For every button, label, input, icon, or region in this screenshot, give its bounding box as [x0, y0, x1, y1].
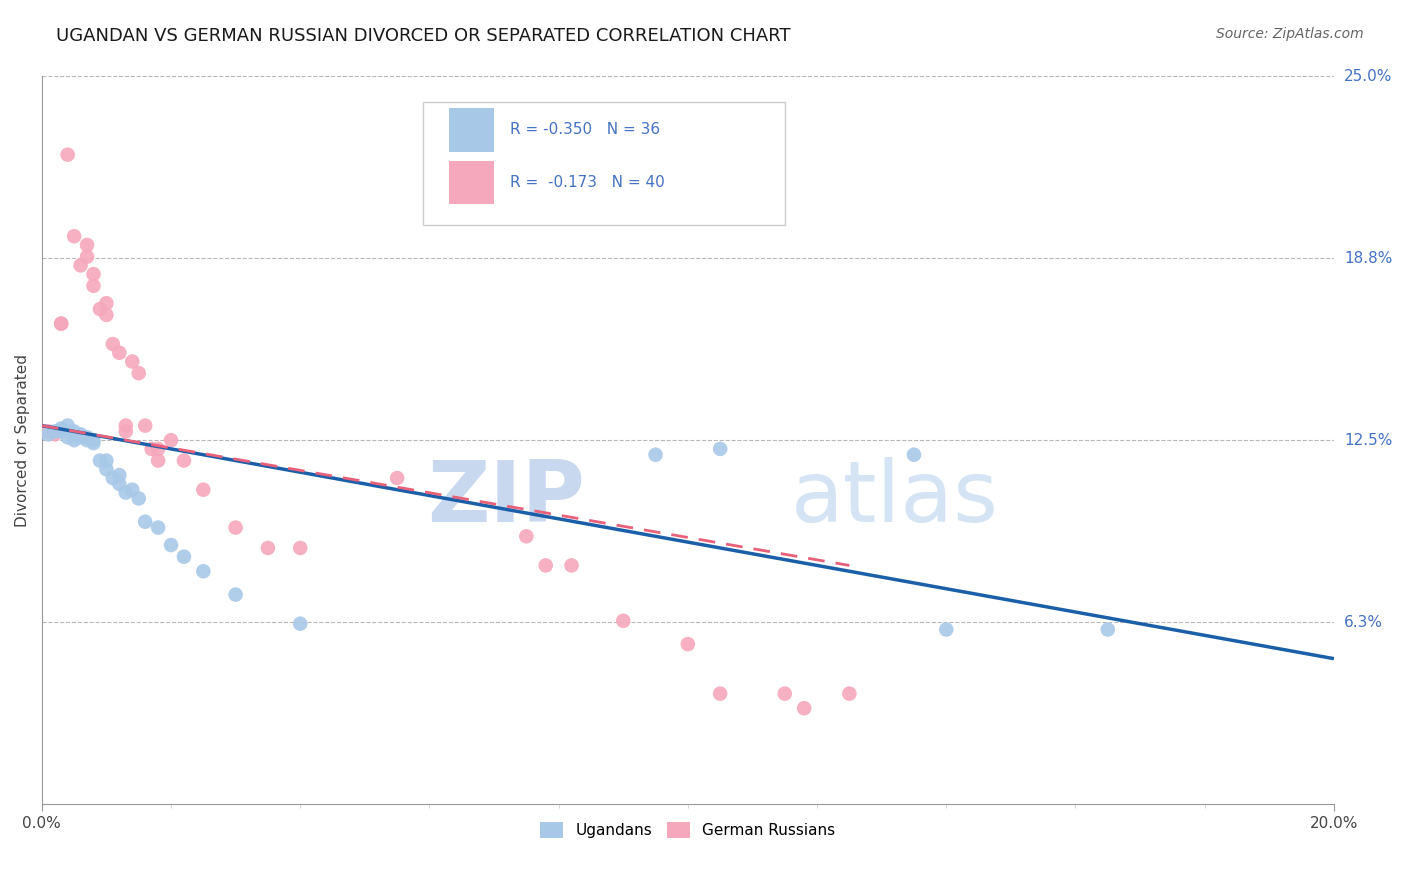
Point — [96, 308, 118, 322]
Point — [89, 301, 111, 316]
Point — [128, 366, 150, 380]
Point — [44, 425, 66, 439]
Point — [173, 549, 195, 564]
Point — [56, 147, 79, 161]
Point — [76, 250, 98, 264]
Point — [37, 427, 59, 442]
Point — [935, 623, 957, 637]
Point — [114, 418, 136, 433]
Point — [63, 425, 86, 439]
Point — [114, 485, 136, 500]
Text: 6.3%: 6.3% — [1344, 615, 1384, 630]
Point — [146, 453, 169, 467]
Bar — [449, 161, 494, 204]
Point — [76, 238, 98, 252]
Text: 18.8%: 18.8% — [1344, 251, 1392, 266]
Point — [51, 317, 73, 331]
Point — [193, 483, 215, 497]
Text: Source: ZipAtlas.com: Source: ZipAtlas.com — [1216, 27, 1364, 41]
Point — [101, 471, 124, 485]
Point — [290, 541, 312, 555]
Point — [96, 453, 118, 467]
Point — [644, 448, 666, 462]
Point — [121, 483, 143, 497]
Point — [134, 418, 156, 433]
Point — [108, 345, 131, 359]
Point — [89, 453, 111, 467]
Point — [709, 442, 731, 456]
Text: R =  -0.173   N = 40: R = -0.173 N = 40 — [509, 175, 664, 190]
Point — [193, 564, 215, 578]
Point — [128, 491, 150, 506]
Y-axis label: Divorced or Separated: Divorced or Separated — [15, 353, 30, 526]
Point — [96, 296, 118, 310]
Point — [515, 529, 537, 543]
Bar — [449, 108, 494, 152]
Point — [134, 515, 156, 529]
Point — [82, 433, 104, 447]
Point — [63, 229, 86, 244]
Point — [612, 614, 634, 628]
Point — [114, 425, 136, 439]
Point — [82, 267, 104, 281]
Point — [101, 337, 124, 351]
Point — [676, 637, 699, 651]
Point — [51, 317, 73, 331]
Point — [385, 471, 408, 485]
Point — [534, 558, 557, 573]
Point — [257, 541, 280, 555]
Point — [56, 418, 79, 433]
Point — [121, 354, 143, 368]
Legend: Ugandans, German Russians: Ugandans, German Russians — [534, 816, 842, 844]
Text: 12.5%: 12.5% — [1344, 433, 1392, 448]
Point — [82, 278, 104, 293]
Point — [709, 687, 731, 701]
Point — [225, 520, 247, 534]
Point — [173, 453, 195, 467]
Point — [903, 448, 925, 462]
Point — [69, 259, 91, 273]
Point — [76, 430, 98, 444]
Point — [225, 588, 247, 602]
Point — [76, 433, 98, 447]
Point — [63, 427, 86, 442]
Point — [63, 433, 86, 447]
Point — [146, 520, 169, 534]
Point — [44, 427, 66, 442]
Point — [69, 430, 91, 444]
Point — [69, 427, 91, 442]
Text: atlas: atlas — [792, 457, 1000, 540]
Point — [793, 701, 815, 715]
Text: UGANDAN VS GERMAN RUSSIAN DIVORCED OR SEPARATED CORRELATION CHART: UGANDAN VS GERMAN RUSSIAN DIVORCED OR SE… — [56, 27, 790, 45]
Point — [1097, 623, 1119, 637]
Point — [290, 616, 312, 631]
Point — [51, 425, 73, 439]
Text: 25.0%: 25.0% — [1344, 69, 1392, 84]
FancyBboxPatch shape — [423, 102, 785, 226]
Text: ZIP: ZIP — [427, 457, 585, 540]
Point — [160, 433, 183, 447]
Point — [37, 425, 59, 439]
Point — [82, 436, 104, 450]
Text: R = -0.350   N = 36: R = -0.350 N = 36 — [509, 122, 659, 137]
Point — [108, 476, 131, 491]
Point — [108, 468, 131, 483]
Point — [146, 442, 169, 456]
Point — [561, 558, 583, 573]
Point — [96, 462, 118, 476]
Point — [51, 421, 73, 435]
Point — [141, 442, 163, 456]
Point — [773, 687, 796, 701]
Point — [838, 687, 860, 701]
Point — [56, 430, 79, 444]
Point — [160, 538, 183, 552]
